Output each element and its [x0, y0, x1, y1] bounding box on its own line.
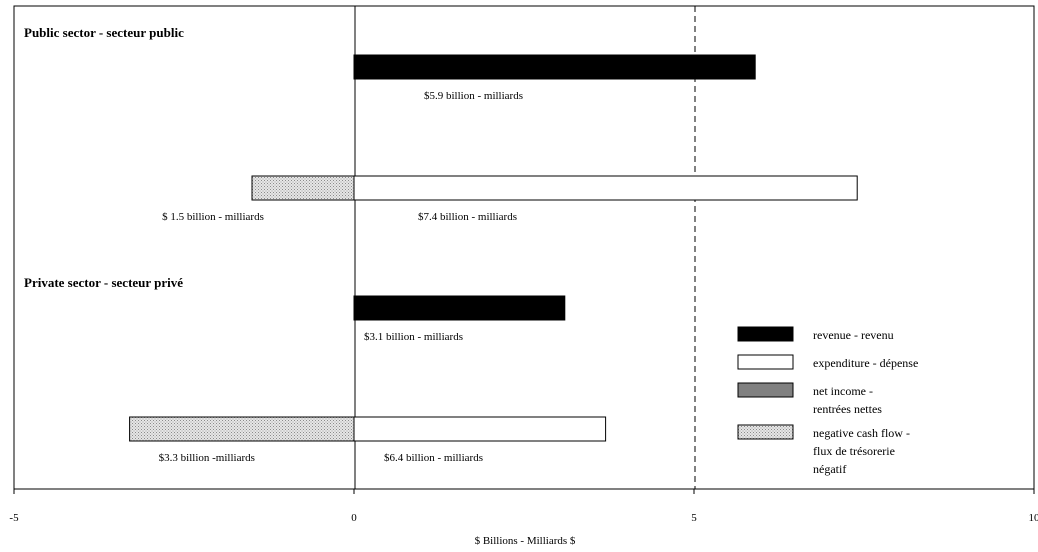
bar-label: $ 1.5 billion - milliards — [162, 211, 264, 223]
bar-label: $7.4 billion - milliards — [418, 211, 517, 223]
legend-label: revenue - revenu — [813, 328, 894, 342]
x-tick-label: 10 — [1029, 512, 1038, 524]
legend-label: négatif — [813, 462, 846, 476]
bar-label: $5.9 billion - milliards — [424, 90, 523, 102]
legend-label: negative cash flow - — [813, 426, 910, 440]
bars-layer: $5.9 billion - milliards $7.4 billion - m… — [129, 54, 858, 464]
legend-swatch-expenditure — [737, 354, 794, 370]
x-axis-title: $ Billions - Milliards $ — [475, 535, 576, 547]
bar-negative-cash-flow-public — [251, 175, 355, 201]
bar-label: $3.3 billion -milliards — [159, 452, 255, 464]
legend-label: expenditure - dépense — [813, 356, 918, 370]
bar-expenditure-private — [353, 416, 607, 442]
x-axis: -5 0 5 10 — [9, 489, 1038, 524]
section-title-public: Public sector - secteur public — [24, 25, 184, 40]
section-title-private: Private sector - secteur privé — [24, 275, 183, 290]
x-tick-label: 0 — [351, 512, 357, 524]
legend-swatch-net-income — [737, 382, 794, 398]
bar-revenue-private — [353, 295, 566, 321]
legend-label: flux de trésorerie — [813, 444, 895, 458]
legend-swatch-negative-cash-flow — [737, 424, 794, 440]
x-tick-label: 5 — [691, 512, 697, 524]
bar-negative-cash-flow-private — [129, 416, 355, 442]
legend: revenue - revenu expenditure - dépense net… — [737, 326, 918, 476]
bar-label: $3.1 billion - milliards — [364, 331, 463, 343]
bar-expenditure-public — [353, 175, 858, 201]
bar-label: $6.4 billion - milliards — [384, 452, 483, 464]
legend-label: rentrées nettes — [813, 402, 882, 416]
bar-revenue-public — [353, 54, 756, 80]
legend-label: net income - — [813, 384, 873, 398]
legend-swatch-revenue — [737, 326, 794, 342]
plot-area-frame — [13, 5, 1035, 490]
x-tick-label: -5 — [9, 512, 19, 524]
